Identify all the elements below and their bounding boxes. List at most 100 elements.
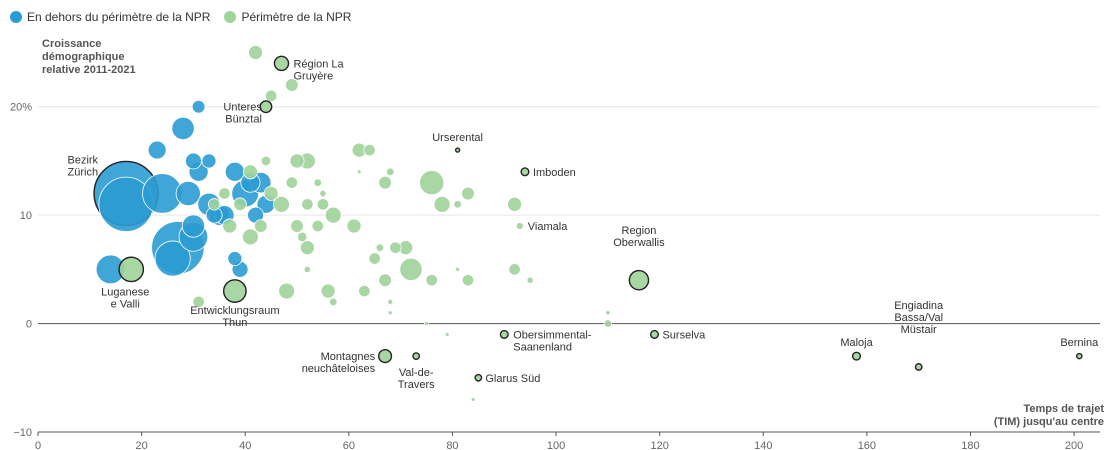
bubble-npr <box>509 264 521 276</box>
bubble-npr <box>629 271 648 290</box>
y-tick-label: 0 <box>26 319 32 331</box>
bubble-outside-npr <box>172 117 194 139</box>
bubble-npr <box>302 199 314 211</box>
bubble-npr <box>388 311 392 315</box>
bubble-npr <box>386 168 394 176</box>
bubble-npr <box>651 331 659 339</box>
bubble-npr <box>314 179 322 187</box>
annotation-line: e Valli <box>111 298 140 310</box>
bubble-npr <box>379 350 392 363</box>
x-tick-label: 80 <box>446 440 458 450</box>
bubble-npr <box>915 364 921 370</box>
annotation-line: Gruyère <box>293 70 333 82</box>
bubble-npr <box>300 241 314 255</box>
bubble-outside-npr <box>176 181 200 205</box>
bubble-npr <box>471 397 475 401</box>
bubble-npr <box>254 220 267 233</box>
x-tick-label: 180 <box>961 440 979 450</box>
annotation-label: Engiadina Bassa/Val Müstair <box>894 300 944 336</box>
bubble-npr <box>475 375 481 381</box>
annotation-label: Unteres Bünztal <box>223 102 262 126</box>
x-axis-title-line: Temps de trajet <box>1024 403 1105 415</box>
annotation-line: Luganese <box>101 286 149 298</box>
annotation-label: Maloja <box>840 337 873 349</box>
annotation-line: Bassa/Val <box>894 312 943 324</box>
annotation-line: Région La <box>293 58 344 70</box>
bubble-npr <box>249 45 263 59</box>
bubble-npr <box>369 253 381 265</box>
bubble-npr <box>223 219 237 233</box>
annotation-line: Surselva <box>662 329 706 341</box>
bubble-npr <box>413 353 419 359</box>
annotation-line: Viamala <box>528 221 568 233</box>
y-axis-title-line: Croissance <box>42 38 101 50</box>
bubble-npr <box>261 156 271 166</box>
bubble-npr <box>291 220 304 233</box>
x-axis-title-line: (TIM) jusqu'au centre <box>994 416 1104 428</box>
bubble-npr <box>390 242 402 254</box>
annotation-line: Saanenland <box>513 341 572 353</box>
bubble-npr <box>425 322 429 326</box>
bubble-npr <box>500 331 508 339</box>
annotation-line: Unteres <box>223 102 262 114</box>
annotation-line: Montagnes <box>321 351 376 363</box>
bubble-npr <box>456 267 460 271</box>
annotation-line: Thun <box>222 317 247 329</box>
annotation-label: Luganese e Valli <box>101 286 149 310</box>
bubble-npr <box>364 144 376 156</box>
bubble-npr <box>516 222 523 229</box>
bubble-outside-npr <box>228 251 242 265</box>
annotation-label: Glarus Süd <box>485 373 540 385</box>
bubble-npr <box>462 274 474 286</box>
bubble-npr <box>312 220 324 232</box>
bubble-npr <box>456 148 460 152</box>
annotation-label: Region Oberwallis <box>613 225 665 249</box>
bubble-npr <box>434 196 450 212</box>
x-tick-label: 100 <box>547 440 565 450</box>
annotation-line: neuchâteloises <box>302 363 376 375</box>
annotation-line: Oberwallis <box>613 237 665 249</box>
bubble-npr <box>325 207 341 223</box>
bubble-npr <box>234 198 247 211</box>
bubble-outside-npr <box>192 100 205 113</box>
bubble-outside-npr <box>182 215 204 237</box>
bubble-npr <box>243 165 257 179</box>
annotation-label: Obersimmental-Saanenland <box>513 329 592 353</box>
annotation-label: Montagnes neuchâteloises <box>302 351 376 375</box>
bubble-npr <box>426 274 438 286</box>
bubble-npr <box>286 177 298 189</box>
y-axis-title: Croissance démographique relative 2011-202… <box>42 38 136 76</box>
y-tick-label: −10 <box>13 427 32 439</box>
annotation-label: Surselva <box>662 329 706 341</box>
bubble-npr <box>376 244 384 252</box>
y-axis-title-line: relative 2011-2021 <box>42 64 136 76</box>
bubbles <box>94 45 1082 401</box>
annotation-label: Bezirk Zürich <box>68 154 99 178</box>
annotation-label: Bernina <box>1060 337 1099 349</box>
x-tick-label: 40 <box>239 440 251 450</box>
annotation-label: Entwicklungsraum Thun <box>190 305 279 329</box>
bubble-npr <box>379 274 392 287</box>
y-tick-label: 10 <box>20 210 32 222</box>
y-axis-title-line: démographique <box>42 51 125 63</box>
bubble-npr <box>329 298 337 306</box>
bubble-npr <box>224 280 246 302</box>
annotation-line: Imboden <box>533 167 576 179</box>
annotation-line: Obersimmental- <box>513 329 592 341</box>
bubble-npr <box>388 299 393 304</box>
annotation-label: Région La Gruyère <box>293 58 344 82</box>
x-tick-label: 200 <box>1065 440 1083 450</box>
bubble-npr <box>242 229 258 245</box>
bubble-npr <box>219 188 231 200</box>
bubble-npr <box>265 90 277 102</box>
bubble-npr <box>297 232 307 242</box>
bubble-npr <box>1077 354 1082 359</box>
bubble-npr <box>606 310 610 314</box>
bubble-npr <box>604 320 612 328</box>
bubble-npr <box>359 285 371 297</box>
x-axis-title: Temps de trajet (TIM) jusqu'au centre <box>994 403 1105 428</box>
bubble-npr <box>508 197 522 211</box>
annotation-line: Entwicklungsraum <box>190 305 279 317</box>
annotation-label: Urserental <box>432 132 483 144</box>
annotation-line: Zürich <box>68 166 99 178</box>
